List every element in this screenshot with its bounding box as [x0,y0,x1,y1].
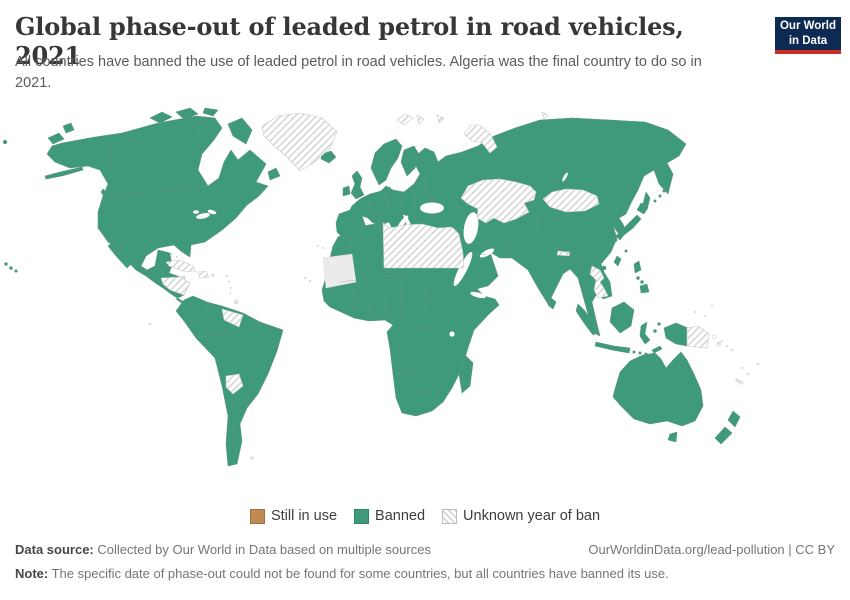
owid-credit-link[interactable]: OurWorldinData.org/lead-pollution | CC B… [588,542,835,557]
chart-subtitle: All countries have banned the use of lea… [15,54,702,92]
map-layer-banned[interactable] [2,107,741,467]
data-source-text: Collected by Our World in Data based on … [93,542,431,557]
world-map-svg[interactable] [0,106,850,508]
legend-item-still-in-use[interactable]: Still in use [249,508,338,524]
legend-label-unknown-year: Unknown year of ban [463,508,601,524]
owid-logo-line1: Our World [779,20,836,33]
legend-label-banned: Banned [375,508,426,524]
legend-item-banned[interactable]: Banned [354,508,425,524]
page-title: Global phase-out of leaded petrol in roa… [15,12,684,70]
owid-logo[interactable]: Our World in Data [775,17,841,54]
legend-item-unknown-year[interactable]: Unknown year of ban [442,508,600,524]
legend-swatch-banned [354,508,370,524]
legend-swatch-still-in-use [249,508,265,524]
note-line: Note: The specific date of phase-out cou… [15,566,835,581]
note-text: The specific date of phase-out could not… [48,566,669,581]
data-source-label: Data source: [15,542,94,557]
owid-logo-line2: in Data [788,34,828,47]
world-map[interactable] [0,106,850,508]
note-label: Note: [15,566,49,581]
legend-label-still-in-use: Still in use [270,508,338,524]
country-borders [105,142,613,455]
data-source-line: Data source: Collected by Our World in D… [15,542,431,557]
map-layer-nodata[interactable] [148,244,760,460]
chart-footer: Data source: Collected by Our World in D… [15,542,835,581]
map-layer-unknown-year[interactable] [160,111,722,395]
legend-swatch-unknown-year [442,508,458,524]
map-legend: Still in use Banned Unknown year of ban [0,508,850,524]
